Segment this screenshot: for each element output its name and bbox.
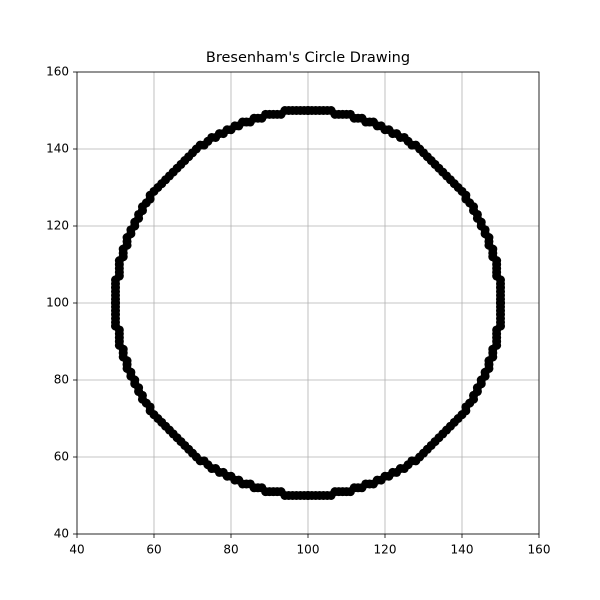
y-tick-label: 160 (46, 65, 69, 79)
y-tick-label: 120 (46, 219, 69, 233)
y-tick-label: 140 (46, 142, 69, 156)
y-tick-label: 100 (46, 296, 69, 310)
point (168, 429, 178, 439)
y-tick-label: 80 (54, 373, 69, 387)
point (438, 167, 448, 177)
points-layer (111, 106, 505, 500)
x-tick-label: 160 (528, 543, 551, 557)
y-tick-label: 40 (54, 527, 69, 541)
x-tick-label: 60 (146, 543, 161, 557)
point (438, 429, 448, 439)
x-tick-label: 100 (297, 543, 320, 557)
x-tick-label: 40 (69, 543, 84, 557)
point (168, 167, 178, 177)
x-tick-label: 120 (374, 543, 397, 557)
x-tick-label: 140 (451, 543, 474, 557)
x-tick-label: 80 (223, 543, 238, 557)
chart-title: Bresenham's Circle Drawing (206, 50, 410, 66)
y-tick-label: 60 (54, 450, 69, 464)
